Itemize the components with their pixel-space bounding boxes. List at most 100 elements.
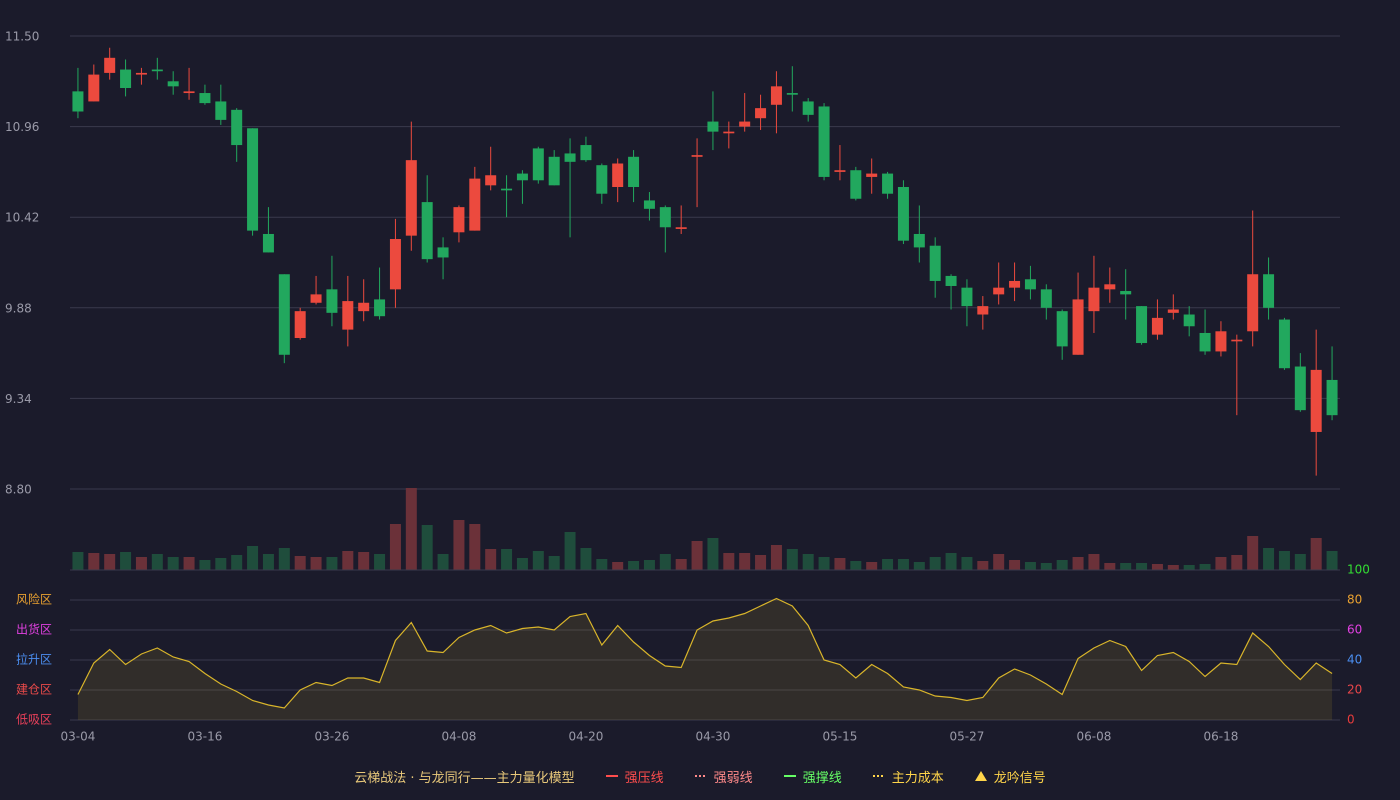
candle-body xyxy=(596,165,608,194)
candle-body xyxy=(564,153,576,162)
volume-bar xyxy=(342,551,354,570)
volume-bar xyxy=(643,560,655,570)
y-tick-label: 40 xyxy=(1347,653,1362,667)
volume-bar xyxy=(1278,551,1290,570)
candle-body xyxy=(405,160,417,236)
candle-body xyxy=(1326,379,1338,416)
volume-bar xyxy=(453,520,465,570)
legend-label: 主力成本 xyxy=(891,770,944,786)
legend-label: 强压线 xyxy=(624,770,664,786)
candle-body xyxy=(532,148,544,181)
volume-bar xyxy=(977,561,989,570)
volume-bar xyxy=(675,559,687,570)
legend-item: 龙吟信号 xyxy=(974,767,1046,786)
volume-bar xyxy=(1310,538,1322,570)
candle-body xyxy=(818,106,830,177)
zone-label: 低吸区 xyxy=(16,713,52,727)
volume-bar xyxy=(961,557,973,570)
volume-bar xyxy=(262,554,274,570)
y-tick-label: 100 xyxy=(1347,563,1370,577)
volume-bar xyxy=(866,562,878,570)
volume-bar xyxy=(88,553,100,570)
candle-body xyxy=(1247,274,1259,332)
zone-label: 风险区 xyxy=(16,592,52,607)
volume-bar xyxy=(437,554,449,570)
legend-item: 强压线 xyxy=(605,767,664,786)
volume-bar xyxy=(596,559,608,570)
candle-body xyxy=(866,173,878,177)
volume-bar xyxy=(1215,557,1227,570)
candle-body xyxy=(929,245,941,281)
candle-body xyxy=(104,57,116,73)
volume-bar xyxy=(358,552,370,570)
candle-body xyxy=(1215,331,1227,352)
volume-bar xyxy=(739,553,751,570)
candle-body xyxy=(834,170,846,172)
volume-bar xyxy=(421,525,433,570)
candle-body xyxy=(501,188,513,191)
volume-bar xyxy=(834,558,846,570)
volume-bar xyxy=(72,552,84,570)
x-tick-label: 04-20 xyxy=(569,730,604,744)
candle-body xyxy=(882,173,894,194)
x-tick-label: 03-16 xyxy=(188,730,223,744)
volume-bar xyxy=(659,554,671,570)
volume-bar xyxy=(485,549,497,570)
legend-label: 龙吟信号 xyxy=(993,770,1046,786)
zone-label: 建仓区 xyxy=(16,683,52,697)
volume-bar xyxy=(1136,563,1148,570)
candle-body xyxy=(326,289,338,313)
legend-icon xyxy=(605,775,618,777)
x-tick-label: 03-04 xyxy=(61,730,96,744)
legend: 云梯战法 · 与龙同行——主力量化模型 强压线 强弱线 强撑线 主力成本 龙吟信号 xyxy=(0,764,1400,788)
candle-body xyxy=(374,299,386,317)
candle-body xyxy=(88,74,100,102)
x-tick-label: 04-30 xyxy=(696,730,731,744)
candle-body xyxy=(342,301,354,330)
volume-bar xyxy=(104,554,116,570)
x-tick-label: 06-08 xyxy=(1077,730,1112,744)
candle-body xyxy=(247,128,259,231)
volume-bar xyxy=(1199,564,1211,570)
candle-body xyxy=(278,274,290,355)
y-tick-label: 20 xyxy=(1347,683,1362,697)
candle-body xyxy=(389,239,401,290)
volume-bar xyxy=(564,532,576,570)
legend-item: 强撑线 xyxy=(783,767,842,786)
candle-body xyxy=(691,155,703,157)
volume-bar xyxy=(1326,551,1338,570)
candle-body xyxy=(993,287,1005,295)
candle-body xyxy=(1294,366,1306,411)
candle-body xyxy=(453,207,465,233)
candle-body xyxy=(1278,319,1290,369)
volume-bar xyxy=(1120,563,1132,570)
legend-label: 强撑线 xyxy=(802,770,842,786)
volume-bar xyxy=(532,551,544,570)
candle-body xyxy=(1199,332,1211,352)
y-tick-label: 60 xyxy=(1347,623,1362,637)
candle-body xyxy=(659,207,671,228)
volume-bar xyxy=(897,559,909,570)
volume-bar xyxy=(723,553,735,570)
candle-body xyxy=(1104,284,1116,290)
zone-label: 出货区 xyxy=(16,622,52,637)
legend-icon xyxy=(974,771,987,781)
candle-body xyxy=(850,170,862,199)
volume-bar xyxy=(993,554,1005,570)
legend-icon xyxy=(694,775,707,777)
candle-body xyxy=(628,156,640,187)
volume-bar xyxy=(548,556,560,570)
candle-body xyxy=(485,175,497,186)
candle-body xyxy=(262,233,274,253)
candle-body xyxy=(1056,311,1068,347)
x-tick-label: 06-18 xyxy=(1204,730,1239,744)
volume-bar xyxy=(850,561,862,570)
candle-body xyxy=(135,72,147,75)
volume-bar xyxy=(802,554,814,570)
legend-item: 主力成本 xyxy=(872,767,944,786)
volume-bar xyxy=(882,559,894,570)
volume-bar xyxy=(151,554,163,570)
candle-body xyxy=(1167,309,1179,313)
volume-bar xyxy=(183,557,195,570)
